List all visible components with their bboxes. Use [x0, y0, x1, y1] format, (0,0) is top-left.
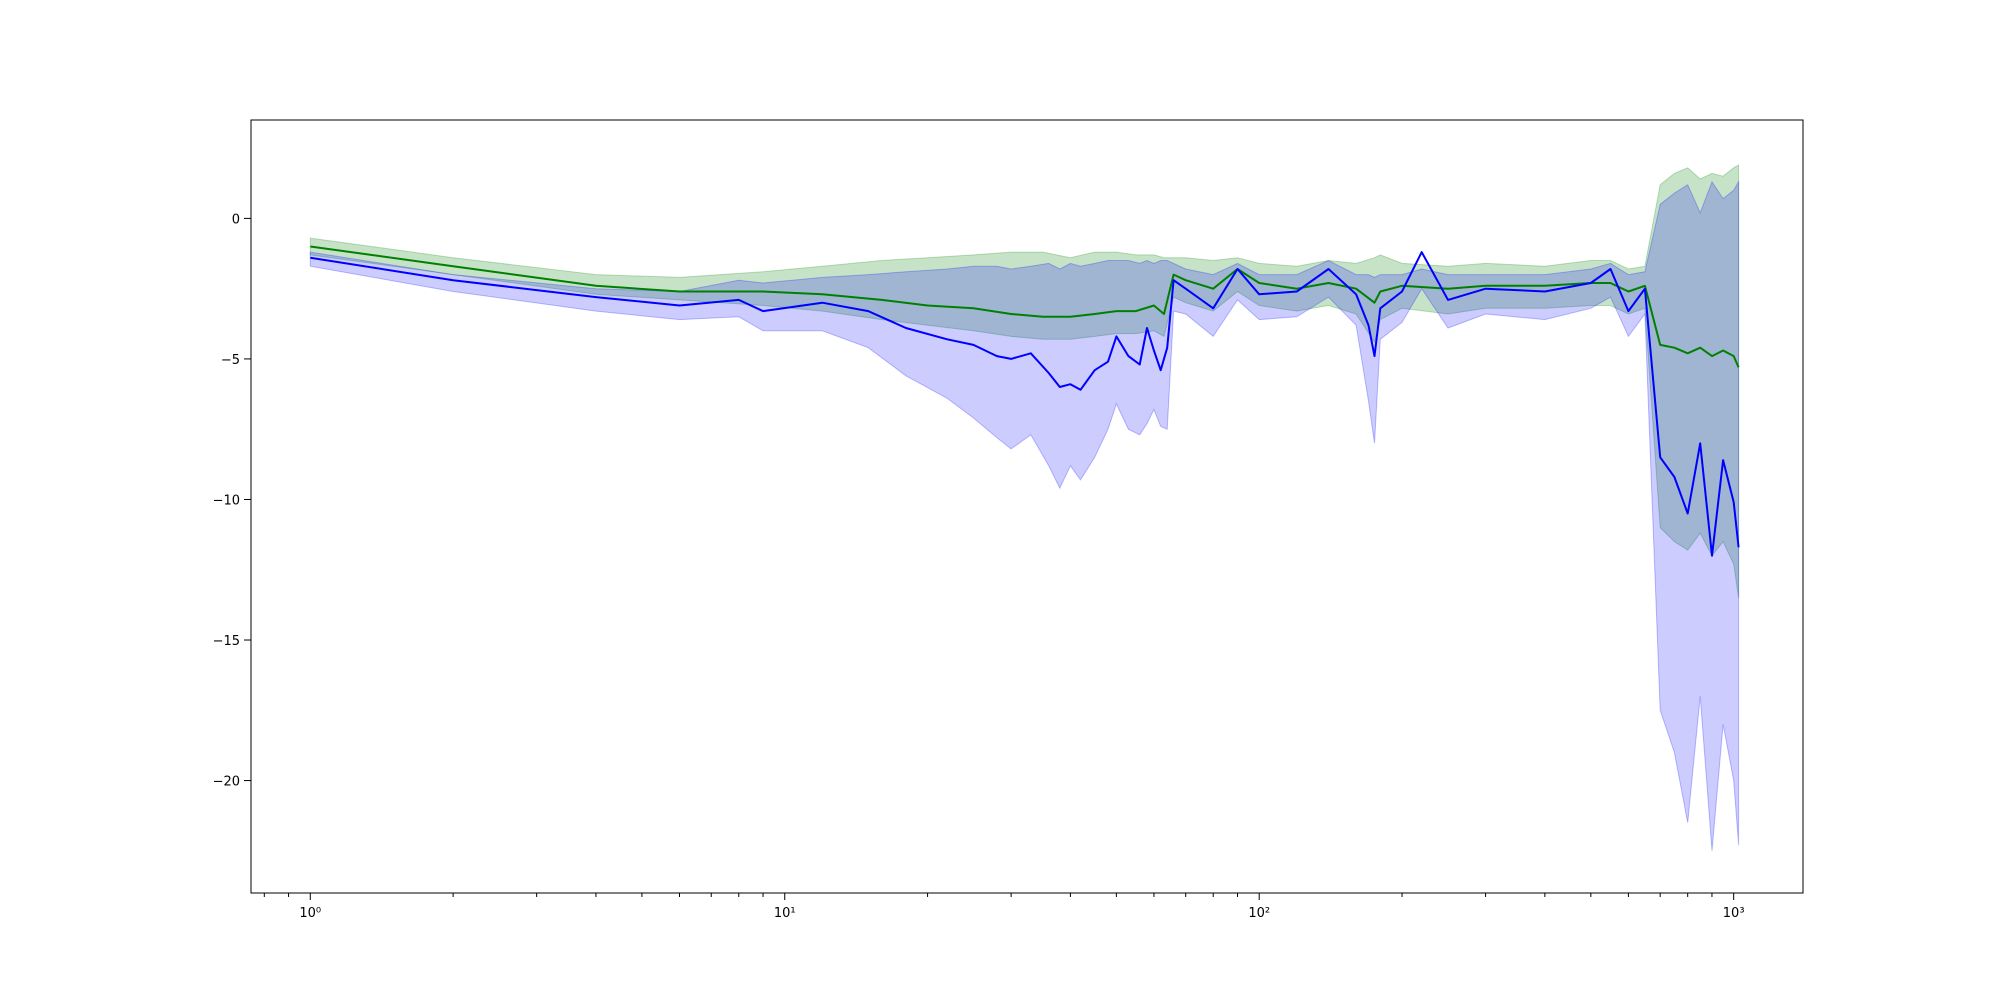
- series-lines: [310, 245, 1740, 557]
- series-0-band: [309, 164, 1740, 598]
- series-0-line: [310, 245, 1740, 368]
- y-axis: 0 −5 −10 −15 −20: [213, 212, 251, 790]
- series-1-band: [309, 179, 1740, 851]
- y-tick-label: −5: [221, 353, 240, 368]
- x-axis: 10⁰ 10¹ 10² 10³: [263, 893, 1745, 921]
- y-tick-label: −15: [213, 634, 240, 649]
- x-tick-label: 10³: [1723, 906, 1745, 921]
- series-1-line: [310, 251, 1740, 557]
- confidence-bands: [309, 164, 1740, 851]
- y-tick-label: 0: [232, 212, 240, 227]
- y-tick-label: −20: [213, 775, 240, 790]
- y-tick-label: −10: [213, 493, 240, 508]
- x-tick-label: 10⁰: [299, 906, 321, 921]
- x-tick-label: 10²: [1248, 906, 1270, 921]
- plot-frame: [250, 119, 1804, 894]
- x-tick-label: 10¹: [774, 906, 796, 921]
